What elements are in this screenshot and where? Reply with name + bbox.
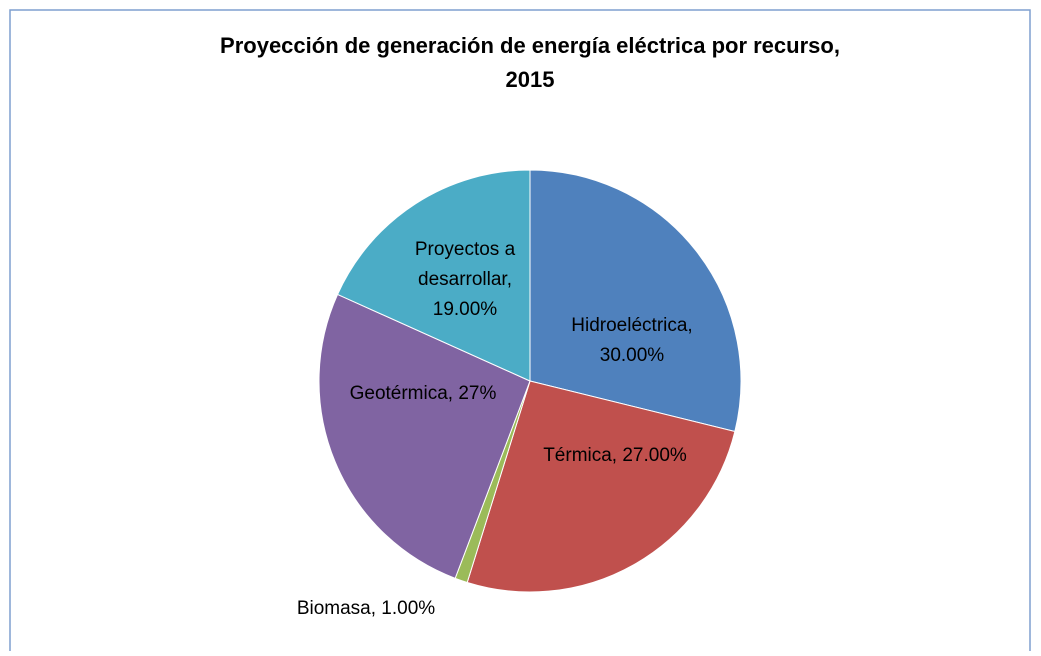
data-label: Biomasa, 1.00% bbox=[297, 598, 435, 619]
data-label: Proyectos a desarrollar, 19.00% bbox=[415, 239, 516, 320]
data-label: Térmica, 27.00% bbox=[543, 445, 687, 466]
chart-title: Proyección de generación de energía eléc… bbox=[220, 33, 840, 92]
pie-slice bbox=[336, 169, 531, 382]
data-label: Hidroeléctrica, 30.00% bbox=[571, 315, 692, 366]
pie-slice bbox=[529, 169, 742, 433]
pie-slice bbox=[466, 380, 736, 593]
data-label: Geotérmica, 27% bbox=[350, 383, 497, 404]
pie-slice bbox=[318, 293, 531, 579]
